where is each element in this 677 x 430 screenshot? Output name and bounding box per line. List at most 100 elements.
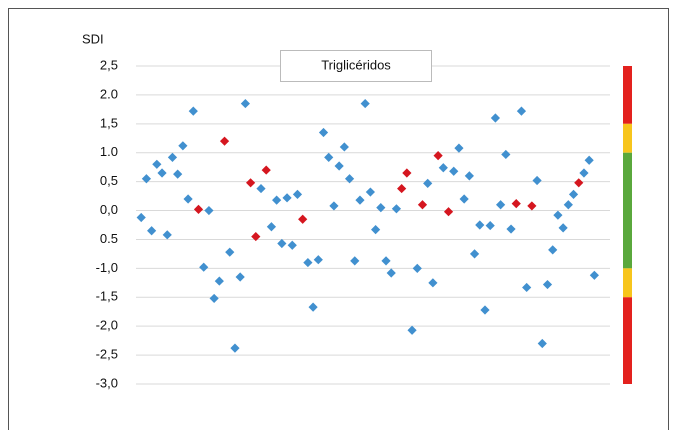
chart-title: Triglicéridos [321,57,391,72]
data-point [355,195,365,205]
data-point [417,200,428,210]
data-point [464,171,474,181]
y-tick-label: 1,5 [100,115,118,130]
data-point [589,270,599,280]
data-point [485,220,495,231]
data-point [365,187,375,197]
data-point [240,98,250,109]
data-point [496,200,506,210]
data-point [193,204,204,214]
y-tick-label: -2,5 [96,347,118,362]
data-point [334,161,344,171]
zone-bar [623,123,632,153]
data-point [553,210,563,220]
data-point [506,224,516,234]
data-point [428,278,438,288]
data-point [527,201,537,211]
data-point [423,178,433,188]
data-point [501,149,511,160]
y-tick-label: -1,0 [96,260,118,275]
data-point [219,136,230,146]
data-point [339,142,349,152]
data-point [225,247,235,257]
data-point [167,152,178,162]
data-point [490,113,501,123]
data-point [376,203,386,213]
data-point [516,106,527,116]
data-point [204,205,214,216]
data-point [563,200,573,210]
y-tick-label: 0.5 [100,231,118,246]
data-point [251,231,261,242]
data-point [558,223,568,233]
data-point [360,98,370,109]
y-tick-label: -1,5 [96,289,118,304]
data-point [329,201,339,211]
data-point [318,127,329,138]
data-point [532,175,542,186]
data-point [188,106,198,116]
frame [8,8,669,430]
data-point [449,166,459,176]
data-point [344,174,355,184]
data-point [230,343,240,353]
data-point [303,257,313,268]
data-point [511,199,521,209]
data-point [214,276,224,286]
data-point [433,151,443,161]
data-point [313,255,323,265]
data-point [402,168,412,178]
data-point [459,194,469,204]
y-tick-label: 0,0 [100,202,118,217]
y-tick-label: 0,5 [100,173,118,188]
data-point [292,189,303,199]
y-tick-label: -2,0 [96,318,118,333]
data-point [350,256,360,266]
y-tick-label: -3,0 [96,375,118,390]
data-point [537,338,547,349]
data-point [235,272,245,282]
data-point [162,230,172,240]
data-point [469,249,480,259]
data-point [245,178,256,188]
data-point [141,174,152,184]
data-point [298,214,308,224]
data-point [568,189,579,199]
data-point [574,178,584,188]
data-point [308,302,318,312]
data-point [475,220,485,230]
title-box [280,50,432,82]
zone-bar [623,268,632,298]
data-point [438,163,448,173]
data-point [386,268,396,278]
data-point [324,152,334,162]
data-point [443,207,454,217]
data-point [391,204,402,214]
data-point [584,155,594,165]
data-point [480,305,490,315]
data-point [522,282,532,293]
data-point [261,165,271,175]
data-point [454,143,464,153]
data-point [266,222,277,232]
y-tick-label: 1.0 [100,144,118,159]
data-point [287,240,297,250]
data-point [173,169,183,179]
data-point [199,262,209,272]
y-tick-label: 2,5 [100,57,118,72]
y-tick-label: 2.0 [100,86,118,101]
data-point [371,225,381,235]
data-point [136,212,146,223]
data-point [209,293,219,304]
data-point [178,141,188,151]
zone-bar [623,152,632,269]
data-point [397,183,407,194]
data-point [407,325,417,335]
data-point [412,263,422,273]
data-point [256,183,266,194]
data-point [282,193,292,203]
data-point [579,168,589,178]
zone-bar [623,297,632,384]
zone-bar [623,66,632,124]
